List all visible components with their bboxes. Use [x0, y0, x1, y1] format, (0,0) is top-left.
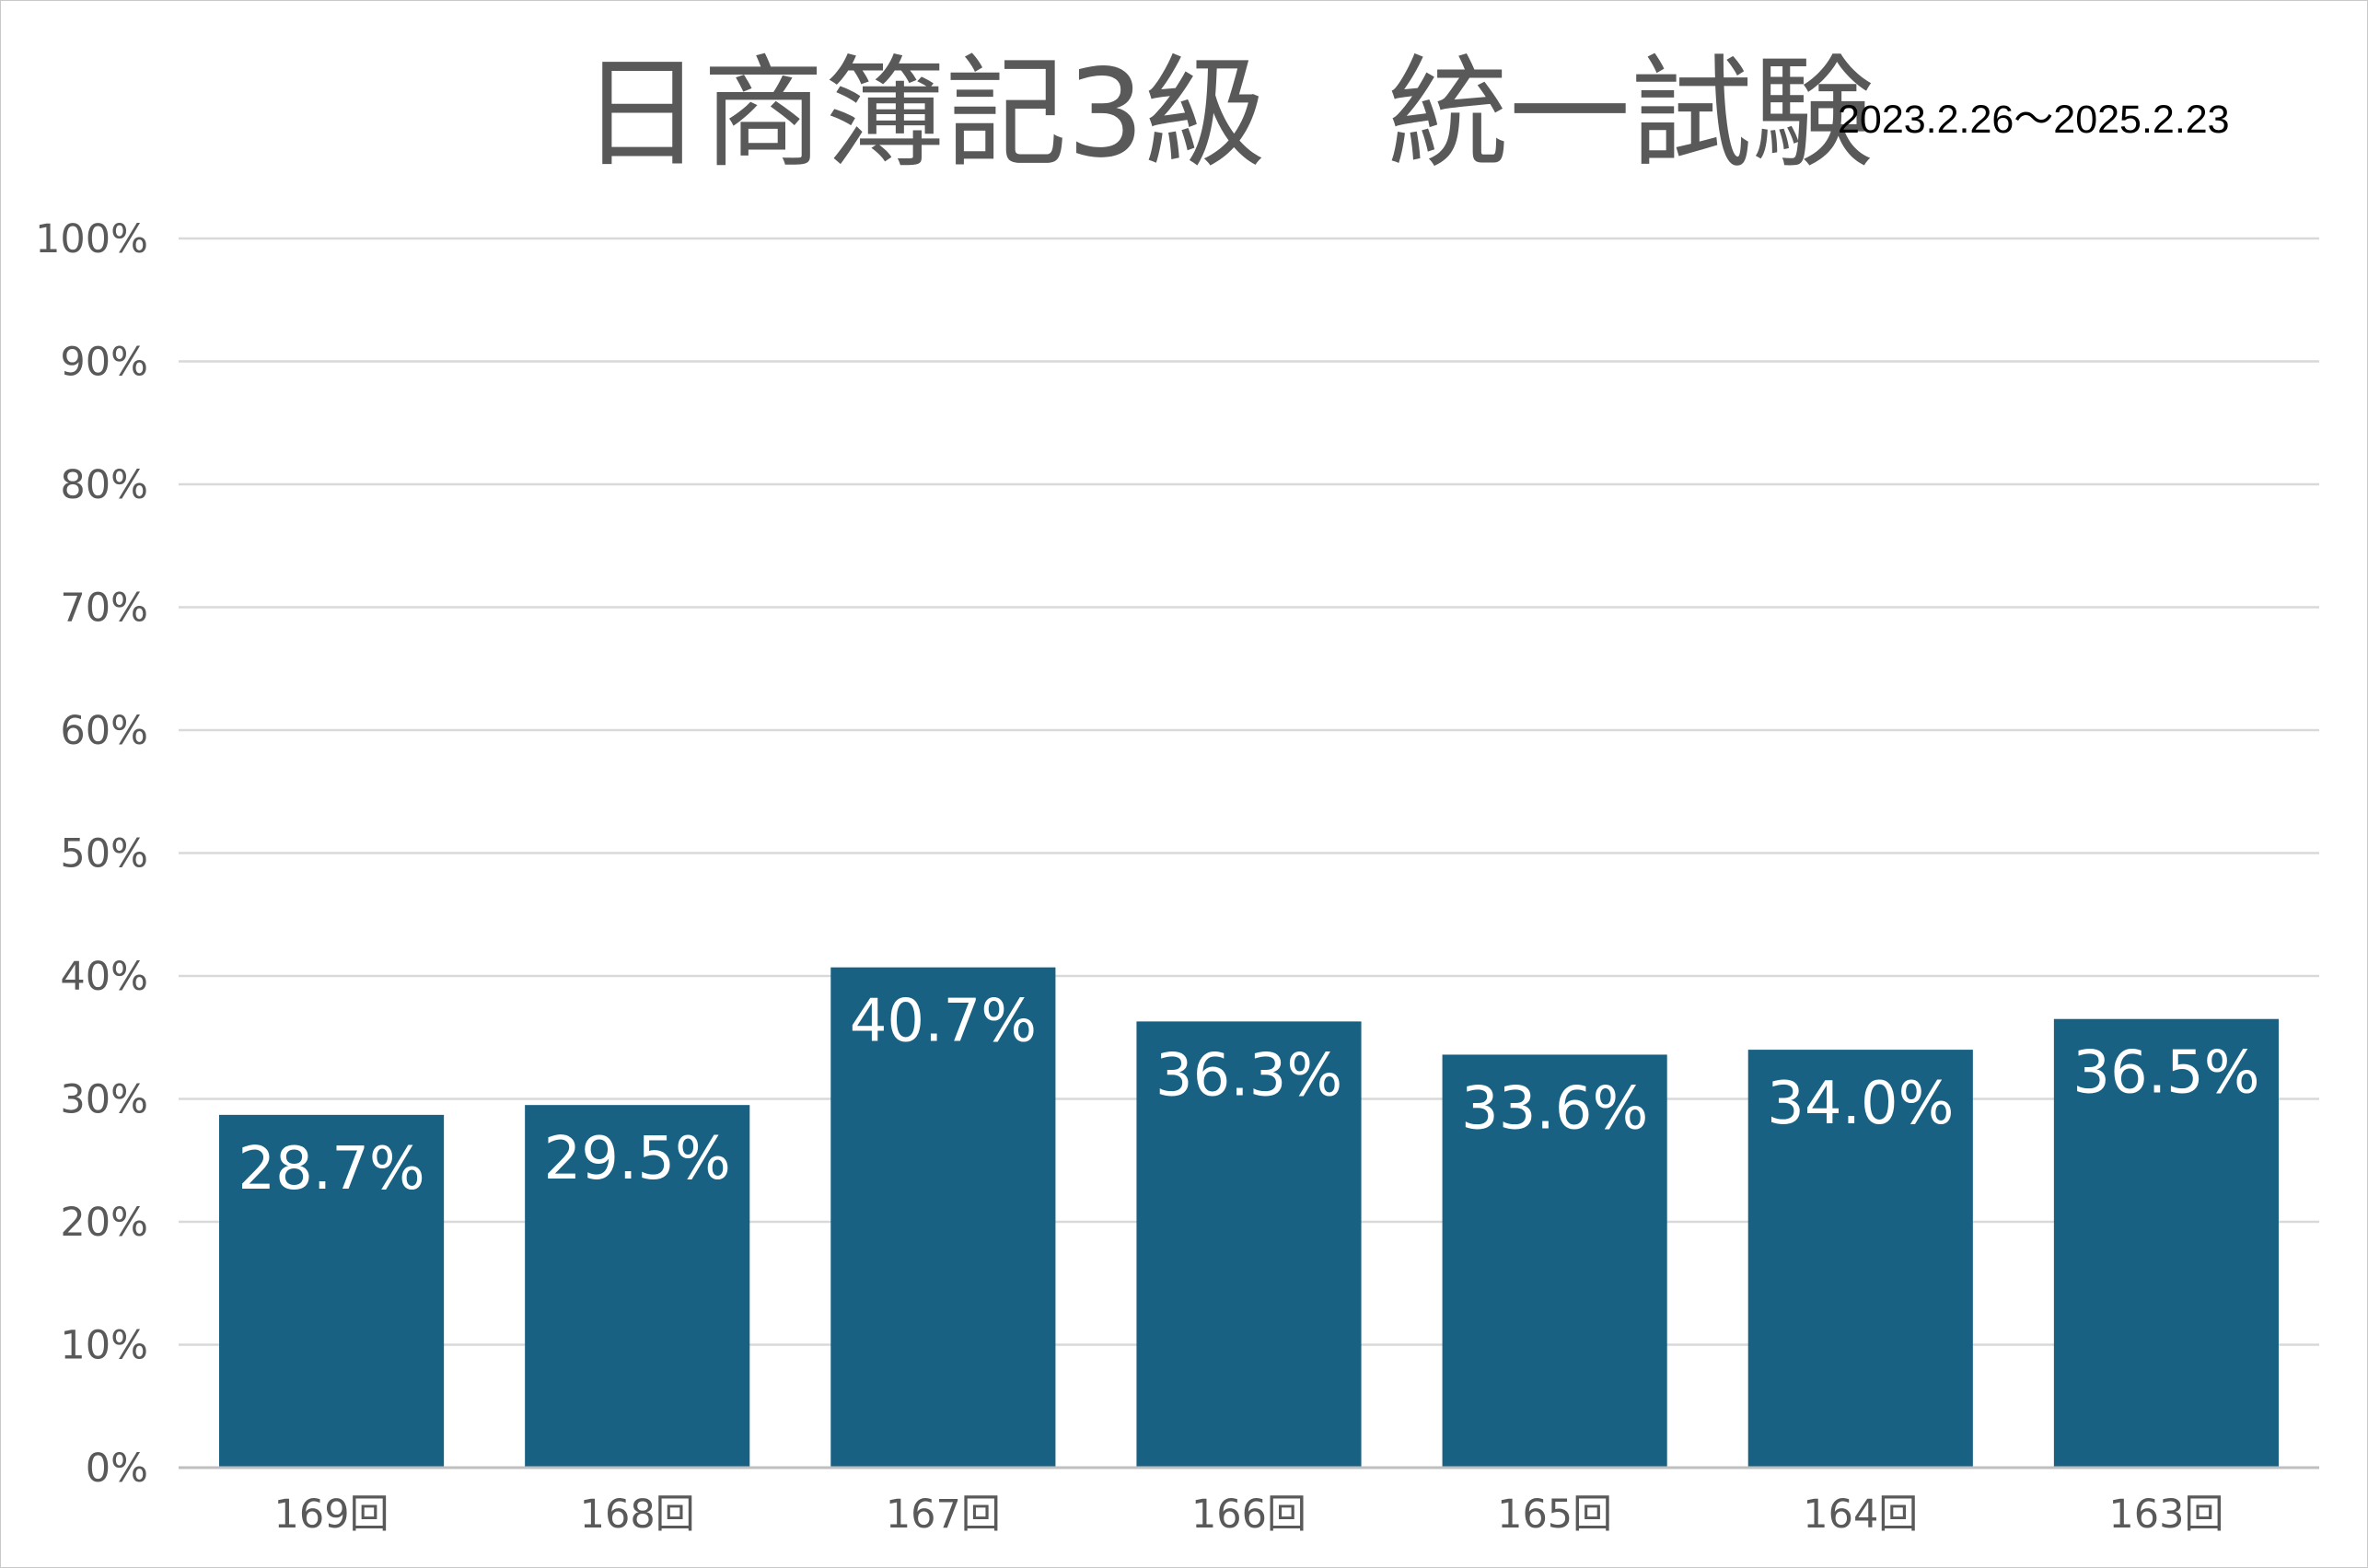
- bar: [1442, 1054, 1667, 1468]
- data-label: 29.5%: [544, 1125, 731, 1193]
- x-tick-label: 166回: [1191, 1492, 1306, 1538]
- y-tick-label: 50%: [60, 831, 148, 877]
- y-tick-label: 30%: [60, 1077, 148, 1123]
- bar: [219, 1114, 445, 1468]
- bar: [1136, 1021, 1362, 1468]
- y-tick-label: 10%: [60, 1323, 148, 1369]
- y-tick-label: 40%: [60, 954, 148, 1000]
- x-axis: 169回 168回 167回 166回 165回 164回 163回: [179, 1466, 2319, 1538]
- y-tick-label: 90%: [60, 340, 148, 386]
- y-axis: 0% 10% 20% 30% 40% 50% 60% 70% 80% 90% 100%: [35, 216, 148, 1492]
- x-tick-label: 163回: [2108, 1492, 2223, 1538]
- x-tick-label: 169回: [274, 1492, 389, 1538]
- data-label: 28.7%: [238, 1135, 424, 1203]
- chart-subtitle: 2023.2.26～2025.2.23: [1838, 98, 2230, 142]
- bars: 28.7% 29.5% 40.7% 36.3% 33.6% 34.0% 36.5%: [219, 967, 2279, 1468]
- chart-title: 日商簿記3級 統一試験: [581, 43, 1874, 185]
- bar: [525, 1105, 750, 1468]
- x-tick-label: 167回: [886, 1492, 1001, 1538]
- y-tick-label: 20%: [60, 1200, 148, 1246]
- bar: [2053, 1018, 2279, 1468]
- y-tick-label: 70%: [60, 586, 148, 632]
- y-tick-label: 0%: [86, 1446, 148, 1492]
- x-tick-label: 164回: [1803, 1492, 1918, 1538]
- x-tick-label: 168回: [580, 1492, 695, 1538]
- data-label: 40.7%: [850, 988, 1037, 1056]
- data-label: 36.3%: [1155, 1041, 1342, 1109]
- data-label: 36.5%: [2072, 1040, 2259, 1108]
- data-label: 33.6%: [1461, 1074, 1648, 1143]
- bar: [830, 967, 1056, 1468]
- y-tick-label: 60%: [60, 708, 148, 754]
- y-tick-label: 80%: [60, 462, 148, 508]
- x-tick-label: 165回: [1497, 1492, 1612, 1538]
- bar: [1747, 1050, 1973, 1468]
- y-tick-label: 100%: [35, 216, 148, 262]
- data-label: 34.0%: [1767, 1070, 1954, 1138]
